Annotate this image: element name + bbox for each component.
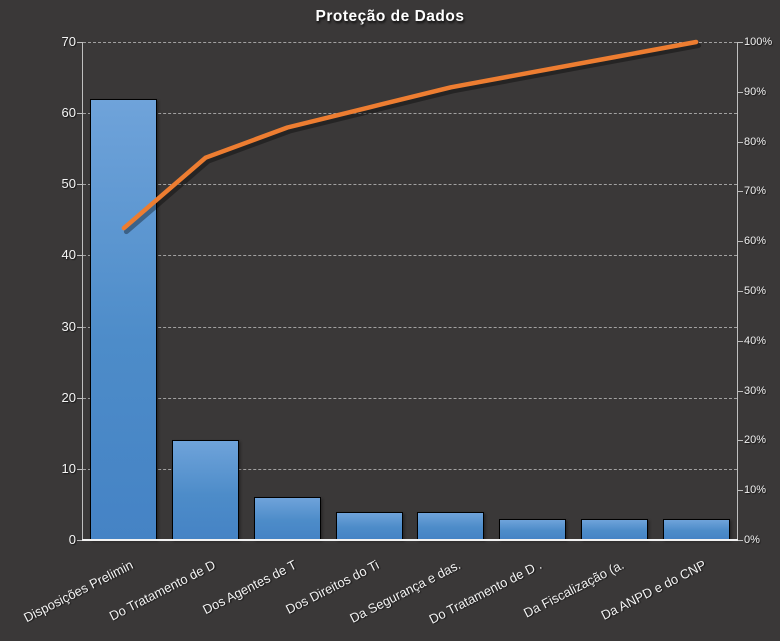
bottom-axis-line bbox=[82, 539, 738, 541]
cumulative-line[interactable] bbox=[121, 39, 699, 231]
right-axis-tick bbox=[738, 241, 743, 243]
right-axis-tick-label: 50% bbox=[744, 285, 767, 297]
bar-8[interactable] bbox=[662, 518, 730, 540]
left-axis-tick bbox=[77, 255, 82, 257]
bar-5[interactable] bbox=[417, 511, 485, 540]
right-axis-tick bbox=[738, 440, 743, 442]
left-axis-tick bbox=[77, 326, 82, 328]
left-axis-tick-label: 60 bbox=[61, 105, 76, 121]
right-axis-tick-label: 30% bbox=[744, 384, 767, 397]
left-axis-tick-label: 30 bbox=[61, 318, 76, 334]
right-axis-tick-label: 0% bbox=[744, 534, 760, 546]
gridline bbox=[83, 326, 737, 328]
left-axis-tick bbox=[77, 397, 82, 399]
left-axis-tick bbox=[77, 42, 82, 43]
left-axis-line bbox=[82, 42, 83, 540]
left-axis-tick-label: 70 bbox=[61, 34, 76, 49]
right-axis-tick bbox=[738, 91, 743, 93]
right-axis-tick-label: 20% bbox=[744, 434, 767, 447]
right-axis-tick-label: 100% bbox=[744, 36, 773, 48]
left-axis-tick-label: 0 bbox=[68, 532, 76, 547]
right-axis-tick bbox=[738, 291, 743, 292]
left-axis-tick-label: 10 bbox=[61, 460, 76, 476]
bar-4[interactable] bbox=[335, 511, 403, 540]
left-axis-tick bbox=[77, 540, 82, 541]
gridline bbox=[83, 468, 737, 470]
right-axis-tick bbox=[738, 490, 743, 492]
right-axis-tick-label: 60% bbox=[744, 235, 767, 248]
gridline bbox=[83, 397, 737, 399]
left-axis-tick-label: 50 bbox=[61, 176, 76, 192]
bar-2[interactable] bbox=[172, 440, 240, 540]
bar-7[interactable] bbox=[580, 518, 648, 540]
right-axis-tick bbox=[738, 540, 743, 541]
right-axis-tick bbox=[738, 191, 743, 193]
gridline bbox=[83, 184, 737, 186]
bar-1[interactable] bbox=[90, 98, 158, 540]
right-axis-tick bbox=[738, 390, 743, 392]
right-axis-tick bbox=[738, 141, 743, 143]
right-axis-tick-label: 10% bbox=[744, 484, 767, 497]
right-axis-tick-label: 70% bbox=[744, 185, 767, 198]
chart-title: Proteção de Dados bbox=[315, 8, 465, 25]
right-axis-tick-label: 90% bbox=[744, 85, 767, 98]
gridline bbox=[83, 255, 737, 257]
left-axis-tick bbox=[77, 184, 82, 186]
right-axis-tick-label: 80% bbox=[744, 135, 767, 148]
left-axis-tick bbox=[77, 113, 82, 115]
bar-3[interactable] bbox=[253, 497, 321, 540]
cumulative-line-shadow bbox=[123, 43, 702, 235]
left-axis-tick-label: 40 bbox=[61, 247, 76, 263]
left-axis-tick bbox=[77, 468, 82, 470]
left-axis-tick-label: 20 bbox=[61, 389, 76, 405]
right-axis-tick bbox=[738, 42, 743, 43]
gridline bbox=[83, 113, 737, 115]
gridline bbox=[83, 42, 737, 43]
right-axis-tick-label: 40% bbox=[744, 334, 767, 347]
right-axis-tick bbox=[738, 340, 743, 342]
right-axis-line bbox=[737, 42, 738, 540]
bar-6[interactable] bbox=[499, 518, 567, 540]
